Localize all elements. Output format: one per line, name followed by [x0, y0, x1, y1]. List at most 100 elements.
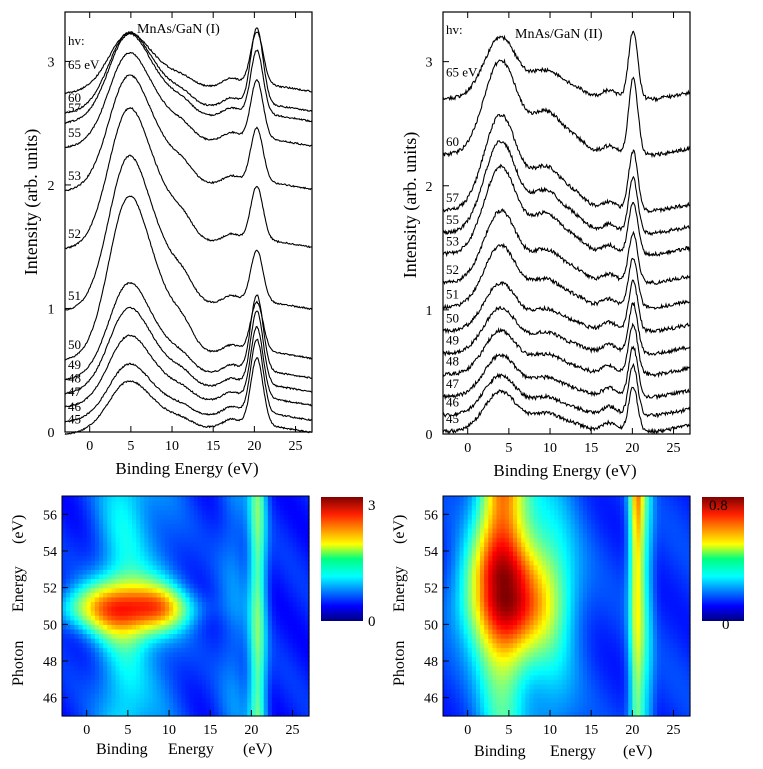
- heatmap-cell: [574, 693, 580, 699]
- heatmap-cell: [447, 592, 452, 598]
- heatmap-cell: [566, 670, 572, 676]
- heatmap-cell: [276, 656, 281, 662]
- heatmap-cell: [263, 633, 269, 639]
- heatmap-cell: [512, 528, 518, 534]
- heatmap-cell: [496, 693, 502, 699]
- heatmap-cell: [475, 546, 481, 552]
- heatmap-cell: [185, 505, 191, 511]
- heatmap-cell: [70, 619, 75, 625]
- heatmap-cell: [484, 583, 489, 589]
- heatmap-cell: [103, 656, 108, 662]
- heatmap-cell: [304, 706, 310, 713]
- heatmap-cell: [111, 518, 117, 525]
- series-label-50: 50: [446, 310, 459, 325]
- heatmap-cell: [512, 619, 518, 625]
- heatmap-cell: [533, 706, 539, 713]
- heatmap-cell: [463, 706, 469, 713]
- heatmap-cell: [99, 661, 104, 667]
- heatmap-cell: [243, 697, 248, 703]
- heatmap-cell: [467, 706, 473, 713]
- heatmap-cell: [82, 555, 88, 561]
- heatmap-cell: [222, 537, 228, 543]
- heatmap-cell: [115, 587, 121, 593]
- heatmap-cell: [62, 683, 67, 690]
- heatmap-cell: [239, 615, 244, 621]
- heatmap-cell: [173, 674, 178, 680]
- heatmap-cell: [271, 596, 277, 603]
- heatmap-cell: [177, 596, 182, 603]
- heatmap-cell: [267, 518, 273, 525]
- heatmap-cell: [591, 569, 596, 575]
- heatmap-cell: [193, 496, 199, 502]
- heatmap-cell: [500, 532, 506, 538]
- heatmap-cell: [263, 523, 269, 529]
- heatmap-cell: [599, 528, 605, 534]
- heatmap-cell: [136, 647, 141, 653]
- heatmap-cell: [66, 592, 71, 598]
- spectrum-line-46: [442, 362, 691, 419]
- heatmap-cell: [512, 573, 518, 580]
- heatmap-cell: [570, 697, 576, 703]
- heatmap-cell: [467, 628, 473, 635]
- heatmap-cell: [226, 500, 232, 506]
- heatmap-cell: [177, 546, 182, 552]
- heatmap-cell: [222, 711, 228, 717]
- heatmap-cell: [210, 560, 215, 566]
- heatmap-cell: [136, 656, 141, 662]
- heatmap-cell: [115, 679, 121, 685]
- heatmap-cell: [251, 532, 257, 538]
- heatmap-cell: [292, 541, 298, 548]
- heatmap-cell: [107, 505, 112, 511]
- heatmap-cell: [251, 587, 257, 593]
- heatmap-cell: [545, 651, 551, 658]
- heatmap-cell: [292, 661, 298, 667]
- heatmap-cell: [144, 610, 150, 616]
- heatmap-cell: [570, 587, 576, 593]
- heatmap-cell: [251, 541, 257, 548]
- heatmap-cell: [521, 596, 526, 603]
- heatmap-cell: [599, 711, 605, 717]
- heatmap-cell: [74, 610, 80, 616]
- heatmap-cell: [90, 532, 96, 538]
- heatmap-cell: [107, 592, 112, 598]
- heatmap-cell: [247, 665, 252, 671]
- heatmap-cell: [595, 670, 601, 676]
- heatmap-cell: [525, 546, 531, 552]
- heatmap-cell: [255, 674, 261, 680]
- heatmap-cell: [603, 514, 609, 520]
- heatmap-cell: [455, 573, 461, 580]
- heatmap-cell: [144, 555, 150, 561]
- heatmap-cell: [455, 642, 461, 648]
- heatmap-cell: [480, 638, 485, 644]
- heatmap-cell: [144, 661, 150, 667]
- heatmap-cell: [94, 532, 100, 538]
- heatmap-cell: [500, 697, 506, 703]
- heatmap-cell: [152, 674, 158, 680]
- heatmap-cell: [230, 564, 236, 570]
- heatmap-cell: [480, 697, 485, 703]
- heatmap-cell: [566, 638, 572, 644]
- heatmap-cell: [451, 592, 456, 598]
- heatmap-cell: [271, 541, 277, 548]
- heatmap-cell: [574, 541, 580, 548]
- heatmap-cell: [140, 610, 145, 616]
- heatmap-cell: [459, 633, 465, 639]
- heatmap-cell: [82, 628, 88, 635]
- heatmap-cell: [86, 647, 92, 653]
- heatmap-cell: [459, 496, 465, 502]
- heatmap-cell: [512, 656, 518, 662]
- heatmap-cell: [591, 642, 596, 648]
- heatmap-cell: [115, 702, 121, 708]
- heatmap-cell: [226, 619, 232, 625]
- heatmap-cell: [496, 665, 502, 671]
- heatmap-cell: [193, 528, 199, 534]
- heatmap-cell: [558, 592, 563, 598]
- heatmap-cell: [189, 528, 195, 534]
- heatmap-cell: [201, 697, 207, 703]
- heatmap-cell: [484, 693, 489, 699]
- heatmap-cell: [197, 647, 203, 653]
- heatmap-cell: [296, 670, 302, 676]
- heatmap-cell: [206, 523, 211, 529]
- heatmap-cell: [554, 541, 559, 548]
